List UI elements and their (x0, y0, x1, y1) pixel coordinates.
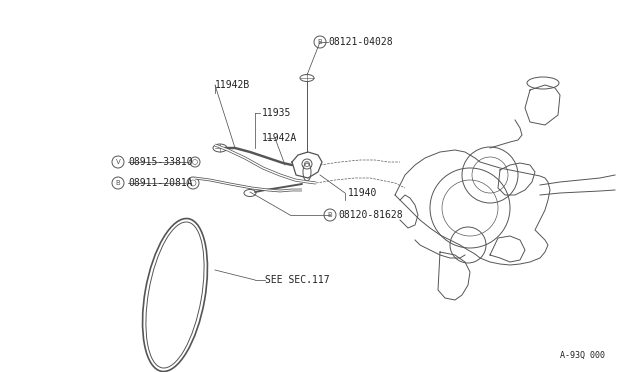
Text: A-93Q 000: A-93Q 000 (560, 350, 605, 359)
Text: B: B (317, 39, 323, 45)
Text: V: V (116, 159, 120, 165)
Text: SEE SEC.117: SEE SEC.117 (265, 275, 330, 285)
Text: B: B (116, 180, 120, 186)
Text: 11935: 11935 (262, 108, 291, 118)
Text: 08120-81628: 08120-81628 (338, 210, 403, 220)
Text: B: B (328, 212, 332, 218)
Text: 11942A: 11942A (262, 133, 297, 143)
Text: 11942B: 11942B (215, 80, 250, 90)
Text: 08121-04028: 08121-04028 (328, 37, 392, 47)
Text: 11940: 11940 (348, 188, 378, 198)
Text: 08911-2081A: 08911-2081A (128, 178, 193, 188)
Text: 08915-33810: 08915-33810 (128, 157, 193, 167)
